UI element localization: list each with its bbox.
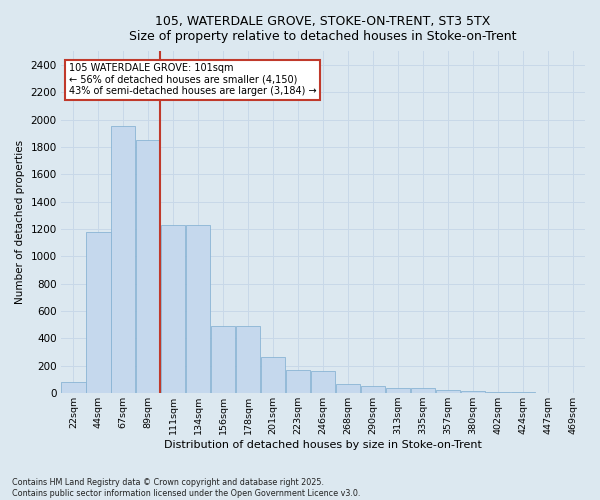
Bar xyxy=(186,225,211,393)
Bar xyxy=(261,357,285,393)
Bar xyxy=(361,386,385,393)
Y-axis label: Number of detached properties: Number of detached properties xyxy=(15,140,25,304)
Bar xyxy=(61,382,86,393)
Bar xyxy=(511,392,535,393)
Bar xyxy=(136,140,160,393)
Bar xyxy=(286,370,310,393)
Bar xyxy=(410,388,435,393)
Bar xyxy=(485,392,510,393)
Bar xyxy=(111,126,136,393)
Bar xyxy=(211,326,235,393)
Bar xyxy=(86,232,110,393)
Bar xyxy=(461,391,485,393)
Bar xyxy=(161,225,185,393)
Bar xyxy=(311,370,335,393)
Bar xyxy=(386,388,410,393)
Bar xyxy=(436,390,460,393)
Bar xyxy=(336,384,360,393)
Title: 105, WATERDALE GROVE, STOKE-ON-TRENT, ST3 5TX
Size of property relative to detac: 105, WATERDALE GROVE, STOKE-ON-TRENT, ST… xyxy=(129,15,517,43)
Text: 105 WATERDALE GROVE: 101sqm
← 56% of detached houses are smaller (4,150)
43% of : 105 WATERDALE GROVE: 101sqm ← 56% of det… xyxy=(69,63,316,96)
Text: Contains HM Land Registry data © Crown copyright and database right 2025.
Contai: Contains HM Land Registry data © Crown c… xyxy=(12,478,361,498)
X-axis label: Distribution of detached houses by size in Stoke-on-Trent: Distribution of detached houses by size … xyxy=(164,440,482,450)
Bar xyxy=(236,326,260,393)
